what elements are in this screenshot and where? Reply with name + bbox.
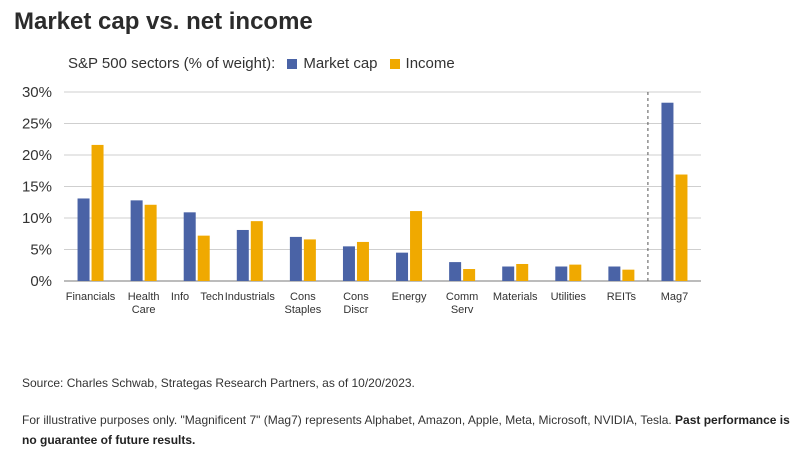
- bar-market-cap: [236, 229, 249, 281]
- x-tick-label-line: Financials: [66, 291, 116, 303]
- bar-income: [569, 264, 582, 281]
- y-tick-label: 0%: [30, 273, 52, 290]
- x-tick-label-line: Tech: [200, 291, 223, 303]
- x-tick-label-line: Comm: [446, 291, 478, 303]
- x-tick-label-line: Utilities: [551, 291, 587, 303]
- x-tick-label-line: Info: [171, 291, 189, 303]
- x-tick-label: Comm Serv: [446, 291, 478, 316]
- x-tick-label: Info: [171, 291, 189, 303]
- x-tick-label: Financials: [66, 291, 116, 303]
- x-tick-label: Cons Staples: [285, 291, 322, 316]
- x-tick-label: Materials: [493, 291, 538, 303]
- bar-income: [144, 204, 157, 281]
- x-tick-label-line: Discr: [343, 304, 368, 316]
- x-tick-label-line: Energy: [392, 291, 427, 303]
- x-tick-label-line: Cons: [290, 291, 316, 303]
- bar-market-cap: [555, 266, 568, 281]
- x-tick-label-line: Cons: [343, 291, 369, 303]
- bar-market-cap: [608, 266, 621, 281]
- bar-market-cap: [183, 212, 196, 281]
- legend-swatch-income: [389, 58, 400, 69]
- bar-market-cap: [77, 198, 90, 281]
- disclaimer-bold: Past performance is no guarantee of futu…: [22, 413, 790, 447]
- bar-market-cap: [289, 236, 302, 281]
- x-tick-label-line: Materials: [493, 291, 538, 303]
- x-tick-label-line: Industrials: [225, 291, 276, 303]
- bar-income: [410, 211, 423, 281]
- y-tick-label: 5%: [30, 242, 52, 259]
- bar-income: [516, 263, 529, 281]
- legend-title: S&P 500 sectors (% of weight):: [68, 55, 276, 72]
- x-tick-label: Industrials: [225, 291, 276, 303]
- x-tick-label-line: Health: [128, 291, 160, 303]
- bar-market-cap: [449, 262, 462, 281]
- x-tick-label: Utilities: [551, 291, 587, 303]
- x-tick-label-line: REITs: [607, 291, 637, 303]
- y-tick-label: 15%: [22, 179, 52, 196]
- bar-market-cap: [661, 102, 674, 282]
- bar-income: [675, 174, 688, 281]
- bar-market-cap: [502, 266, 515, 281]
- bar-income: [622, 269, 635, 281]
- bar-income: [197, 235, 210, 281]
- x-tick-label-line: Mag7: [661, 291, 689, 303]
- legend-label-market-cap: Market cap: [303, 55, 378, 72]
- bar-income: [91, 144, 104, 281]
- bar-market-cap: [396, 252, 409, 281]
- disclaimer-text: For illustrative purposes only. "Magnifi…: [22, 413, 676, 427]
- x-tick-label-line: Care: [132, 304, 156, 316]
- legend: S&P 500 sectors (% of weight): Market ca…: [68, 55, 455, 72]
- y-tick-label: 20%: [22, 147, 52, 164]
- disclaimer-note: For illustrative purposes only. "Magnifi…: [22, 410, 790, 450]
- chart-title: Market cap vs. net income: [14, 8, 313, 35]
- x-tick-label-line: Serv: [451, 304, 474, 316]
- legend-swatch-market-cap: [287, 58, 298, 69]
- bar-income: [463, 269, 476, 281]
- y-tick-label: 30%: [22, 84, 52, 101]
- bar-market-cap: [130, 200, 143, 281]
- bar-income: [250, 221, 263, 281]
- x-tick-label: Tech: [200, 291, 223, 303]
- x-tick-label: Cons Discr: [343, 291, 369, 316]
- bar-income: [356, 241, 369, 281]
- bar-income: [303, 239, 316, 281]
- y-tick-label: 10%: [22, 210, 52, 227]
- bar-chart: 30% 25% 20% 15% 10% 5% 0% Financials Health Care I…: [22, 84, 701, 316]
- x-tick-label: Health Care: [128, 291, 160, 316]
- x-tick-label: REITs: [607, 291, 637, 303]
- x-tick-label: Mag7: [661, 291, 689, 303]
- legend-label-income: Income: [405, 55, 455, 72]
- bar-market-cap: [342, 246, 355, 281]
- x-tick-label: Energy: [392, 291, 427, 303]
- source-note: Source: Charles Schwab, Strategas Resear…: [22, 376, 415, 390]
- x-tick-label-line: Staples: [285, 304, 322, 316]
- y-tick-label: 25%: [22, 116, 52, 133]
